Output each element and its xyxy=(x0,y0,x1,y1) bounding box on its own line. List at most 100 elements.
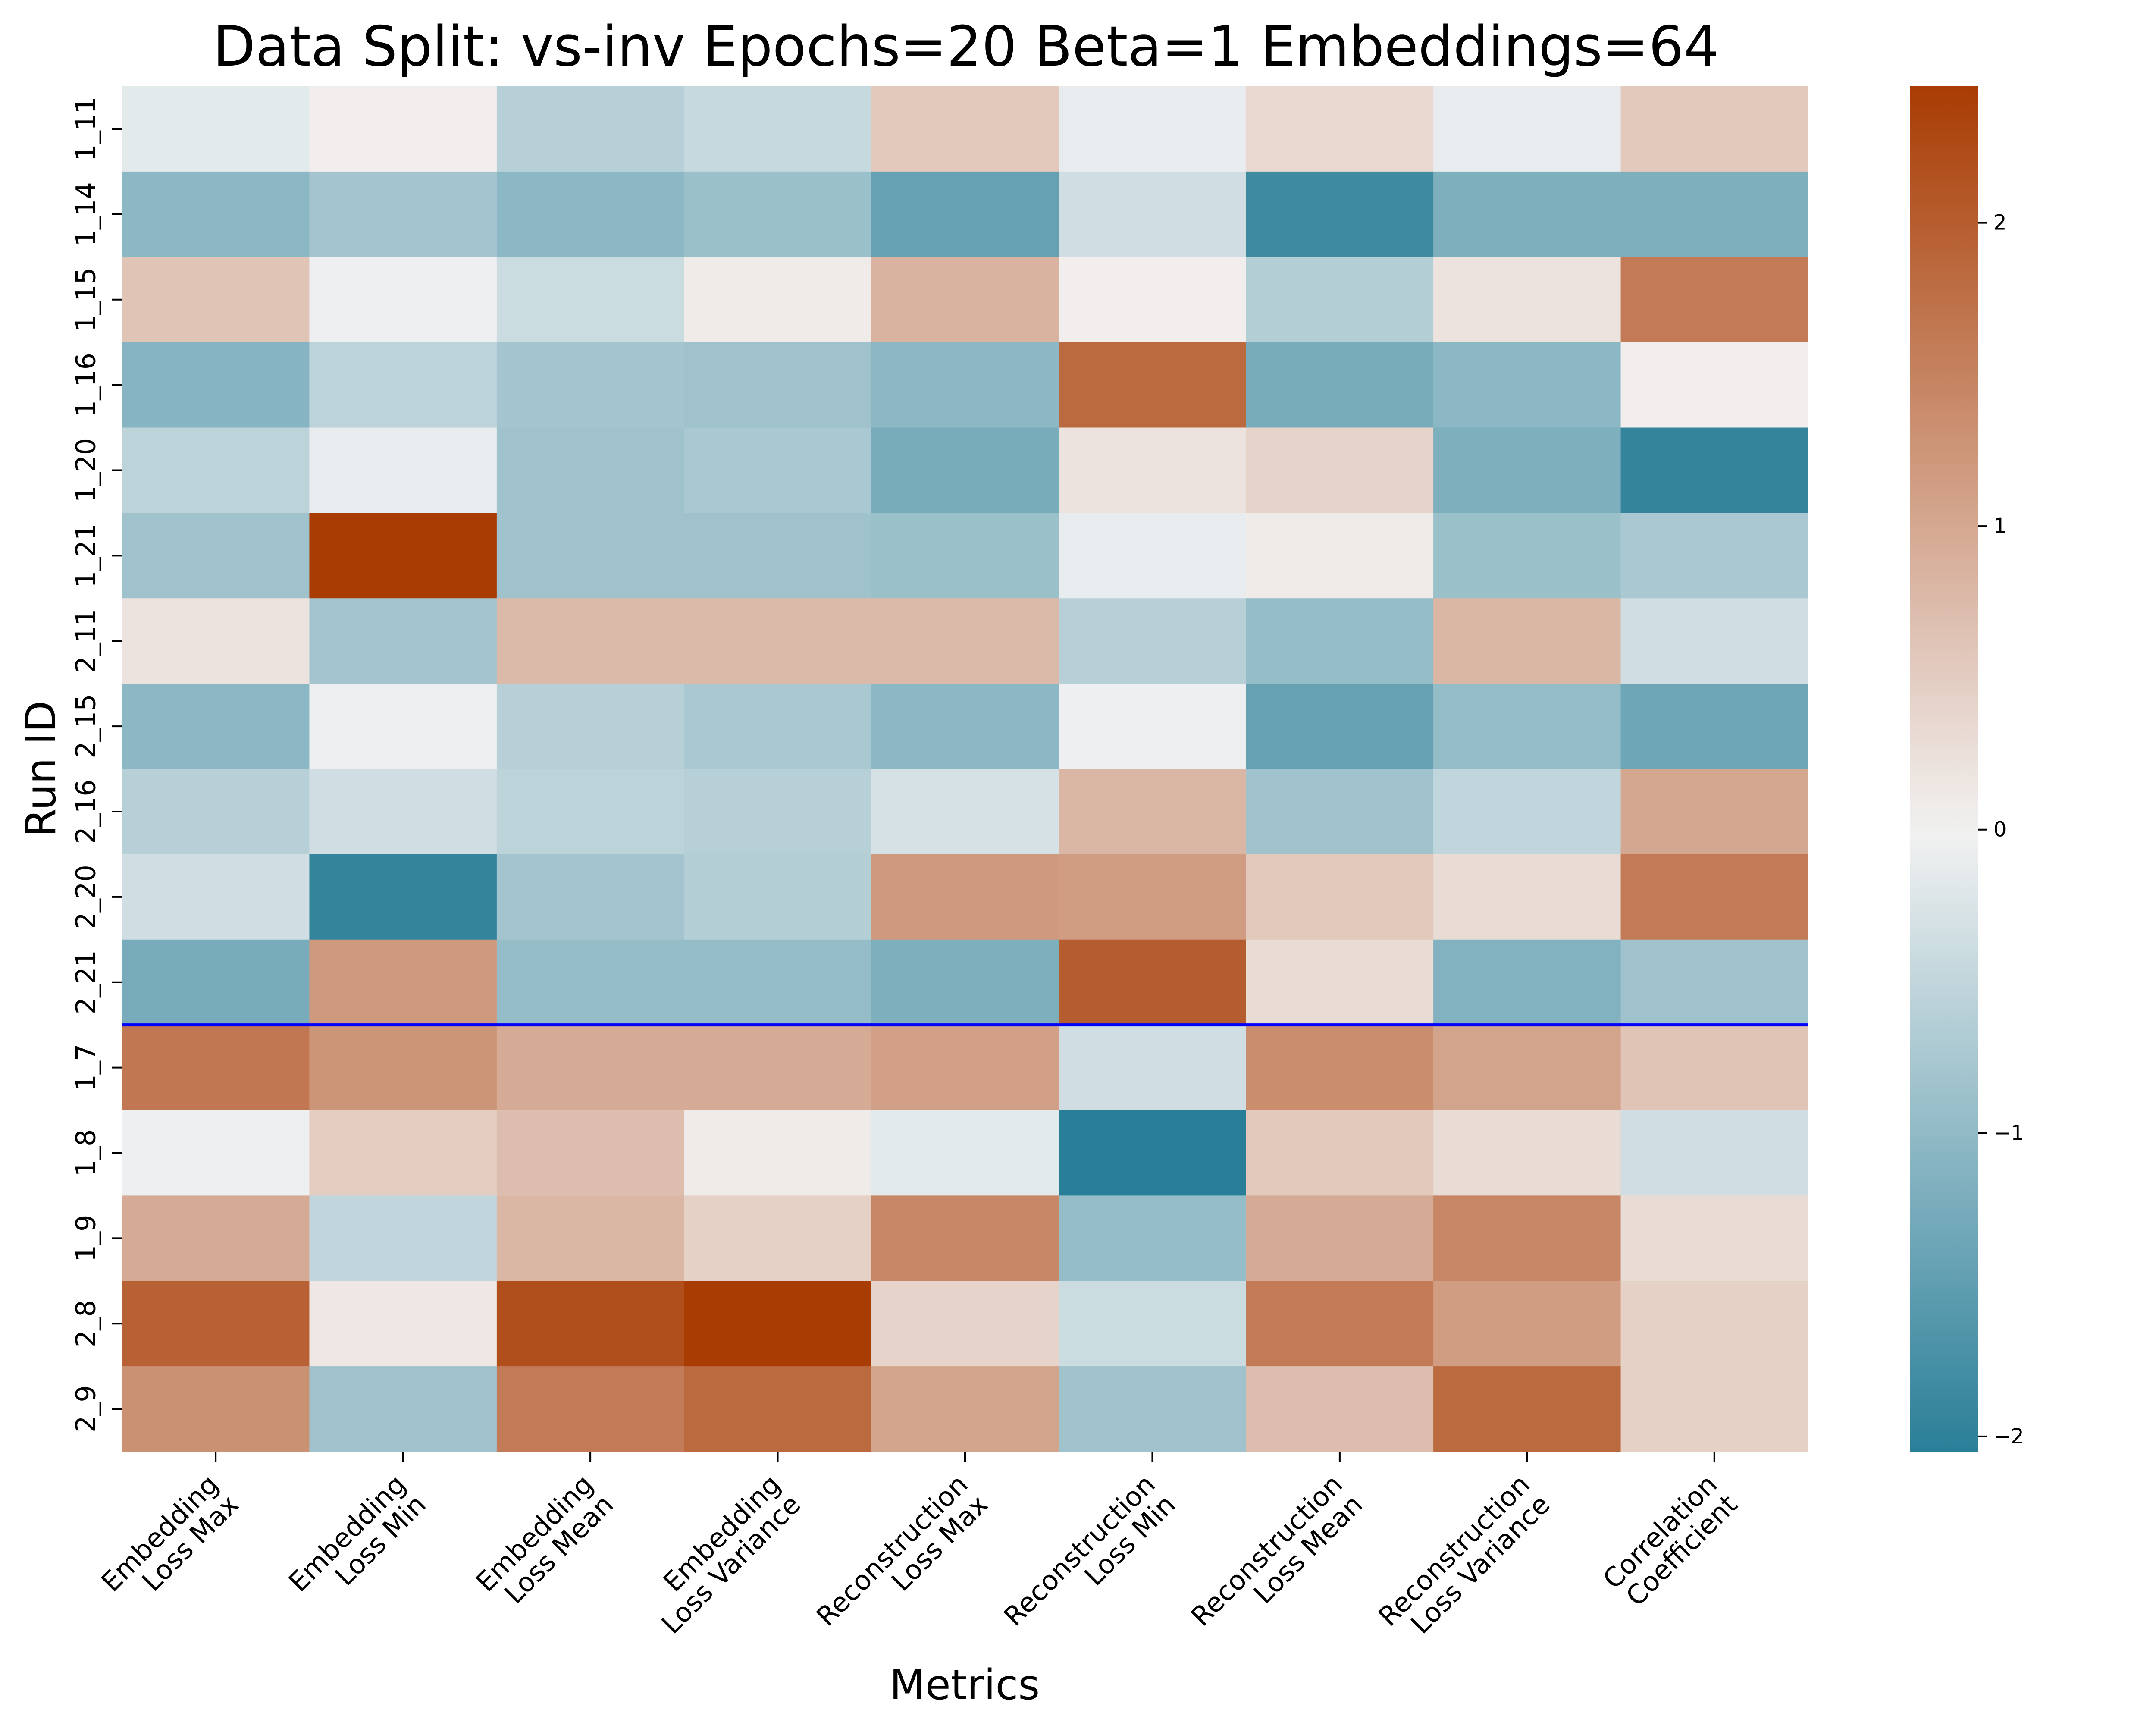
heatmap-cell-2_16-5 xyxy=(1059,769,1247,855)
heatmap-cell-2_11-8 xyxy=(1620,598,1808,684)
heatmap-cell-2_11-3 xyxy=(684,598,872,684)
heatmap-cell-1_11-2 xyxy=(496,86,685,172)
y-tick-label: 2_8 xyxy=(70,1300,102,1347)
y-tick-label: 1_16 xyxy=(70,353,102,417)
heatmap-cell-2_16-7 xyxy=(1433,769,1621,855)
heatmap-cell-1_7-1 xyxy=(309,1025,497,1111)
heatmap-cell-2_16-8 xyxy=(1620,769,1808,855)
x-tick-label: CorrelationCoefficient xyxy=(1597,1468,1743,1615)
heatmap-cell-1_20-6 xyxy=(1246,427,1434,514)
heatmap-cell-1_7-3 xyxy=(684,1025,872,1111)
heatmap-cell-2_16-2 xyxy=(496,769,685,855)
x-tick-label: EmbeddingLoss Variance xyxy=(635,1468,807,1640)
heatmap-cell-1_8-6 xyxy=(1246,1110,1434,1196)
chart-title: Data Split: vs-inv Epochs=20 Beta=1 Embe… xyxy=(213,15,1719,79)
heatmap-cell-2_21-1 xyxy=(309,939,497,1026)
heatmap-cell-2_15-8 xyxy=(1620,684,1808,769)
heatmap-cell-1_9-2 xyxy=(496,1195,685,1282)
y-tick-label: 1_20 xyxy=(70,438,102,502)
x-axis-label: Metrics xyxy=(890,1661,1040,1709)
y-tick-label: 2_9 xyxy=(70,1385,102,1433)
x-tick-label: EmbeddingLoss Mean xyxy=(470,1468,619,1618)
heatmap-cell-2_15-7 xyxy=(1433,684,1621,769)
heatmap-cell-2_20-3 xyxy=(684,854,872,940)
x-tick-label: ReconstructionLoss Mean xyxy=(1185,1468,1369,1652)
heatmap-cell-1_8-4 xyxy=(871,1110,1059,1196)
heatmap-cell-1_15-2 xyxy=(496,257,685,343)
heatmap-cell-1_14-6 xyxy=(1246,171,1434,257)
y-tick-label: 1_7 xyxy=(70,1044,102,1091)
heatmap-cell-2_21-0 xyxy=(122,939,310,1026)
heatmap-cell-2_8-2 xyxy=(496,1281,685,1367)
heatmap-cell-1_14-8 xyxy=(1620,171,1808,257)
heatmap-cell-1_9-4 xyxy=(871,1195,1059,1282)
heatmap-cell-2_20-2 xyxy=(496,854,685,940)
y-tick-label: 1_8 xyxy=(70,1129,102,1176)
colorbar-tick-label: 1 xyxy=(1993,514,2007,538)
heatmap-cell-1_21-5 xyxy=(1059,513,1247,599)
heatmap-cell-2_15-4 xyxy=(871,684,1059,769)
heatmap-cell-1_9-8 xyxy=(1620,1195,1808,1282)
heatmap-cell-1_15-4 xyxy=(871,257,1059,343)
heatmap-cell-1_20-8 xyxy=(1620,427,1808,514)
heatmap-cell-2_16-4 xyxy=(871,769,1059,855)
heatmap-cell-1_15-5 xyxy=(1059,257,1247,343)
heatmap-cell-1_7-0 xyxy=(122,1025,310,1111)
heatmap-cell-2_16-3 xyxy=(684,769,872,855)
heatmap-cell-1_21-8 xyxy=(1620,513,1808,599)
heatmap-cell-2_20-6 xyxy=(1246,854,1434,940)
heatmap-cell-2_11-4 xyxy=(871,598,1059,684)
y-tick-label: 2_20 xyxy=(70,865,102,929)
heatmap-cell-1_11-7 xyxy=(1433,86,1621,172)
heatmap-cell-2_15-6 xyxy=(1246,684,1434,769)
colorbar: −2 −1 0 1 2 xyxy=(1910,86,2024,1452)
heatmap-cell-1_15-7 xyxy=(1433,257,1621,343)
heatmap-cell-1_7-2 xyxy=(496,1025,685,1111)
colorbar-tick-label: −2 xyxy=(1993,1424,2024,1449)
heatmap-cell-2_21-6 xyxy=(1246,939,1434,1026)
heatmap-cell-2_16-0 xyxy=(122,769,310,855)
y-tick-label: 2_16 xyxy=(70,779,102,844)
heatmap-cell-1_11-1 xyxy=(309,86,497,172)
heatmap-cell-1_8-8 xyxy=(1620,1110,1808,1196)
heatmap-cell-2_9-7 xyxy=(1433,1366,1621,1452)
heatmap-cell-1_14-5 xyxy=(1059,171,1247,257)
x-tick-label: ReconstructionLoss Max xyxy=(810,1468,994,1652)
heatmap-cell-1_8-2 xyxy=(496,1110,685,1196)
y-tick-label: 1_9 xyxy=(70,1214,102,1262)
colorbar-tick-label: 2 xyxy=(1993,211,2007,235)
heatmap-cell-2_21-3 xyxy=(684,939,872,1026)
heatmap-cell-1_16-8 xyxy=(1620,342,1808,428)
heatmap-cell-1_14-4 xyxy=(871,171,1059,257)
heatmap-cell-2_9-5 xyxy=(1059,1366,1247,1452)
heatmap-cell-2_9-6 xyxy=(1246,1366,1434,1452)
x-tick-label: EmbeddingLoss Max xyxy=(95,1468,245,1618)
x-tick-label: ReconstructionLoss Min xyxy=(997,1468,1181,1652)
heatmap-cell-1_16-6 xyxy=(1246,342,1434,428)
heatmap-cell-1_21-1 xyxy=(309,513,497,599)
heatmap-cell-1_8-1 xyxy=(309,1110,497,1196)
heatmap-cell-2_20-8 xyxy=(1620,854,1808,940)
y-axis-label: Run ID xyxy=(17,701,65,837)
heatmap-cell-2_11-7 xyxy=(1433,598,1621,684)
x-axis-ticks: EmbeddingLoss Max EmbeddingLoss Min Embedd… xyxy=(95,1452,1743,1652)
heatmap-cell-2_8-3 xyxy=(684,1281,872,1367)
heatmap-cell-2_8-8 xyxy=(1620,1281,1808,1367)
heatmap-cell-1_14-1 xyxy=(309,171,497,257)
heatmap-cell-2_8-5 xyxy=(1059,1281,1247,1367)
y-tick-label: 2_15 xyxy=(70,694,102,758)
heatmap-cell-1_21-4 xyxy=(871,513,1059,599)
heatmap-cell-1_20-3 xyxy=(684,427,872,514)
heatmap-cell-2_21-2 xyxy=(496,939,685,1026)
heatmap-cell-1_20-7 xyxy=(1433,427,1621,514)
y-tick-label: 1_21 xyxy=(70,524,102,588)
heatmap-cell-2_9-0 xyxy=(122,1366,310,1452)
heatmap-cell-1_16-0 xyxy=(122,342,310,428)
heatmap-cell-2_8-1 xyxy=(309,1281,497,1367)
heatmap-cell-1_16-2 xyxy=(496,342,685,428)
heatmap-cell-2_9-8 xyxy=(1620,1366,1808,1452)
heatmap-cell-1_16-5 xyxy=(1059,342,1247,428)
heatmap-cell-2_9-4 xyxy=(871,1366,1059,1452)
heatmap-cell-2_15-0 xyxy=(122,684,310,769)
